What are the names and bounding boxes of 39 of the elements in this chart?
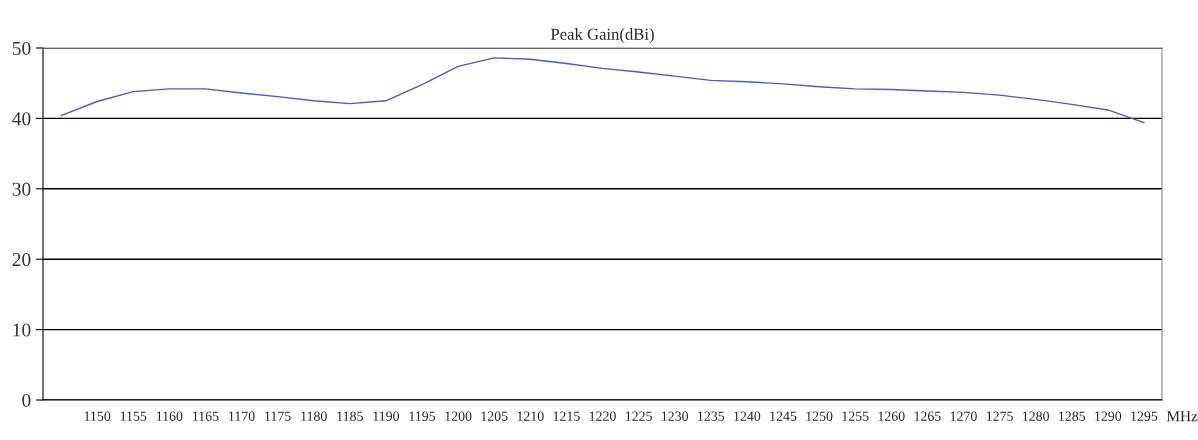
x-tick-label: 1160 [156,411,183,421]
x-tick-label: 1270 [950,411,977,421]
x-tick-label: 1225 [625,411,652,421]
x-tick-label: 1220 [589,411,616,421]
y-tick-label: 40 [12,112,31,126]
x-tick-label: 1150 [84,411,111,421]
x-tick-label: 1255 [842,411,869,421]
x-tick-label: 1195 [409,411,436,421]
x-tick-label: 1230 [662,411,689,421]
x-tick-label: 1215 [553,411,580,421]
x-tick-label: 1155 [120,411,147,421]
x-tick-label: 1240 [734,411,761,421]
x-tick-label: 1180 [301,411,327,421]
y-tick-label: 20 [12,253,31,267]
line-series [60,57,1145,124]
x-axis-title: MHz [1166,411,1198,422]
x-tick-label: 1285 [1059,411,1086,421]
x-tick-label: 1185 [337,411,363,421]
x-tick-label: 1265 [914,411,941,421]
x-tick-label: 1245 [770,411,797,421]
x-tick-label: 1250 [806,411,833,421]
x-tick-label: 1205 [481,411,508,421]
x-tick-label: 1210 [517,411,544,421]
x-tick-label: 1235 [698,411,725,421]
x-tick-label: 1260 [878,411,905,421]
x-tick-label: 1165 [193,411,219,421]
y-tick-label: 30 [12,182,31,196]
y-tick-label: 10 [13,323,31,337]
y-tick-label: 50 [12,41,31,55]
y-tick-label: 0 [22,393,31,407]
x-tick-label: 1290 [1095,411,1122,421]
x-tick-label: 1275 [986,411,1013,421]
x-tick-label: 1170 [229,411,255,421]
x-tick-label: 1190 [373,411,400,421]
x-tick-label: 1280 [1022,411,1050,421]
x-tick-label: 1175 [265,411,291,421]
x-tick-label: 1200 [445,411,472,421]
x-tick-label: 1295 [1131,411,1158,421]
chart-title: Peak Gain(dBi) [550,28,654,44]
